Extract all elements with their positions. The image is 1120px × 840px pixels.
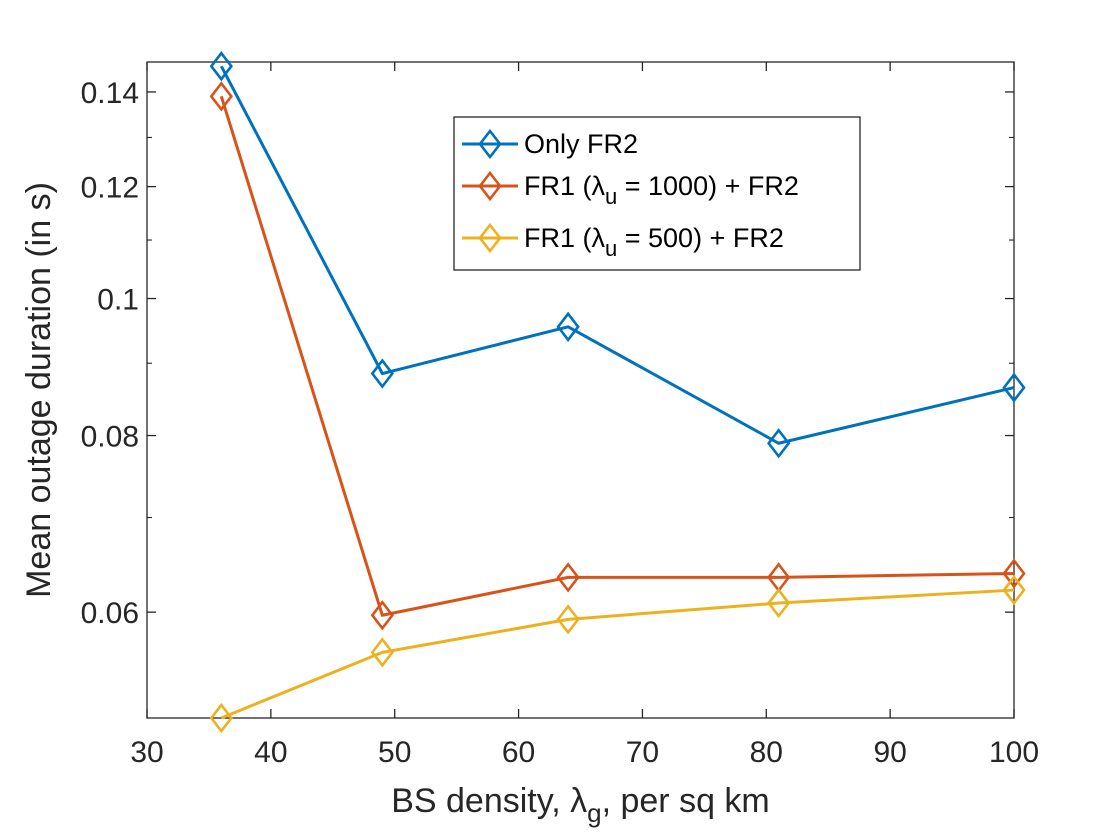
legend-label: FR1 (λu = 1000) + FR2 — [524, 171, 799, 209]
legend-box — [453, 116, 861, 271]
legend-label: Only FR2 — [524, 129, 638, 159]
x-tick-label: 50 — [378, 736, 411, 769]
data-point-marker — [209, 81, 233, 112]
y-tick-label: 0.12 — [81, 172, 139, 205]
legend-marker — [478, 170, 502, 202]
series-line — [219, 95, 1015, 617]
x-tick-label: 30 — [130, 736, 163, 769]
legend: Only FR2 FR1 (λu = 1000) + FR2 FR1 (λu = 5… — [453, 116, 861, 271]
legend-marker — [478, 128, 502, 160]
data-point-marker — [1002, 558, 1026, 589]
x-tick-label: 60 — [502, 736, 535, 769]
axes: 30 40 50 60 70 80 90 100 0.06 0.08 0.1 0.12 0.14 — [81, 61, 1039, 769]
y-tick-label: 0.14 — [81, 77, 139, 110]
series-2 — [209, 81, 1026, 631]
series-3 — [209, 574, 1026, 734]
x-axis-label: BS density, λg, per sq km — [391, 782, 770, 828]
data-point-marker — [1002, 372, 1026, 403]
y-tick-label: 0.08 — [81, 421, 139, 454]
x-tick-label: 40 — [254, 736, 287, 769]
legend-item: FR1 (λu = 1000) + FR2 — [462, 170, 799, 209]
legend-marker — [478, 222, 502, 254]
data-point-marker — [556, 562, 580, 593]
data-point-marker — [556, 604, 580, 635]
axes-box — [146, 61, 1015, 719]
x-tick-label: 100 — [989, 736, 1039, 769]
data-point-marker — [767, 587, 791, 619]
data-point-marker — [209, 51, 233, 82]
data-point-marker — [370, 358, 394, 389]
data-point-marker — [370, 600, 394, 631]
legend-item: Only FR2 — [462, 128, 638, 160]
y-tick-label: 0.1 — [97, 284, 139, 317]
series-line — [219, 65, 1015, 445]
data-point-marker — [1002, 574, 1026, 606]
data-point-marker — [556, 311, 580, 342]
x-tick-label: 90 — [873, 736, 906, 769]
data-point-marker — [370, 637, 394, 668]
x-tick-label: 80 — [750, 736, 783, 769]
legend-label: FR1 (λu = 500) + FR2 — [524, 223, 784, 261]
x-tick-label: 70 — [626, 736, 659, 769]
series-line — [220, 588, 1015, 720]
data-point-marker — [767, 428, 791, 459]
legend-item: FR1 (λu = 500) + FR2 — [462, 222, 784, 261]
series-layer — [209, 51, 1026, 734]
data-point-marker — [209, 702, 233, 734]
y-tick-label: 0.06 — [81, 597, 139, 630]
series-1 — [209, 51, 1026, 459]
y-axis-label: Mean outage duration (in s) — [20, 182, 58, 598]
axis-labels: BS density, λg, per sq km Mean outage dur… — [20, 182, 770, 828]
